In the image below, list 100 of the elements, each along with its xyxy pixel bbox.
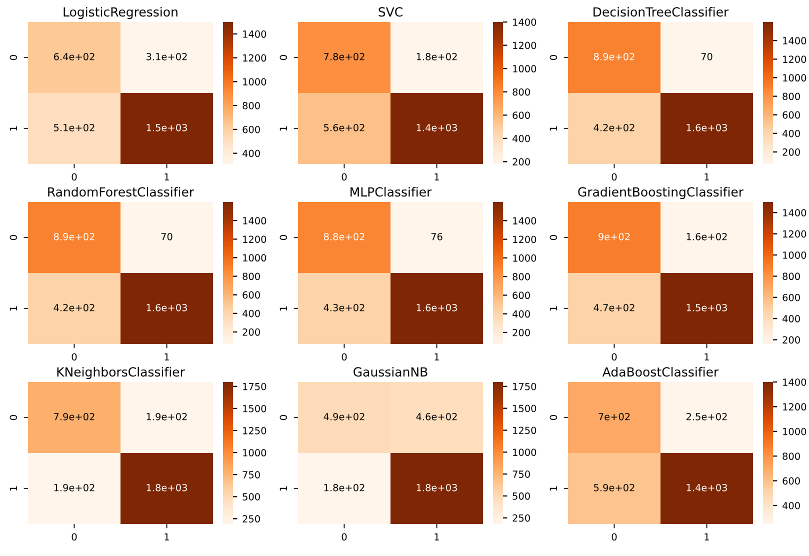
data-label: 1.8e+03 xyxy=(146,484,187,492)
data-label: 1.5e+03 xyxy=(146,124,187,132)
color-bar-label: 1200 xyxy=(513,236,536,244)
data-label: 8.9e+02 xyxy=(594,52,634,60)
color-bar-label: 500 xyxy=(242,493,260,500)
color-bar-label: 500 xyxy=(512,492,530,500)
data-label: 7.9e+02 xyxy=(54,412,94,420)
chart-title: GaussianNB xyxy=(354,366,428,377)
color-bar-label: 600 xyxy=(782,294,800,302)
color-bar-label: 1200 xyxy=(243,54,266,62)
color-bar-label: 1000 xyxy=(243,449,266,456)
x-tick-label: 1 xyxy=(164,533,169,540)
y-tick-label: 1 xyxy=(550,486,557,491)
chart-title: KNeighborsClassifier xyxy=(57,366,185,380)
color-bar-label: 400 xyxy=(782,502,800,510)
color-bar-label: 1750 xyxy=(513,382,536,390)
y-tick-label: 1 xyxy=(10,486,17,491)
color-bar-label: 200 xyxy=(512,158,530,166)
color-bar-label: 1500 xyxy=(243,404,266,412)
color-bar-label: 800 xyxy=(782,92,800,100)
color-bar-label: 800 xyxy=(782,272,800,280)
x-tick-label: 1 xyxy=(434,353,439,360)
color-bar-label: 400 xyxy=(782,315,800,322)
color-bar-label: 1000 xyxy=(513,448,536,456)
y-tick-label: 0 xyxy=(280,235,288,240)
y-tick-label: 0 xyxy=(550,415,558,420)
chart-title: GradientBoostingClassifier xyxy=(578,186,744,200)
data-label: 4.2e+02 xyxy=(54,304,94,312)
data-label: 1.9e+02 xyxy=(146,412,187,420)
color-bar-label: 400 xyxy=(242,150,260,158)
color-bar-label: 1400 xyxy=(513,18,536,26)
color-bar-label: 600 xyxy=(512,112,530,119)
data-label: 9e+02 xyxy=(598,232,630,240)
color-bar-label: 600 xyxy=(782,477,800,485)
data-label: 1.4e+03 xyxy=(686,484,727,492)
y-tick-label: 0 xyxy=(280,415,288,420)
y-tick-label: 0 xyxy=(10,55,18,60)
x-tick-label: 1 xyxy=(164,173,169,180)
color-bar-label: 1000 xyxy=(783,74,806,82)
data-label: 3.1e+02 xyxy=(146,52,187,60)
data-label: 4.9e+02 xyxy=(324,412,364,420)
data-label: 8.9e+02 xyxy=(54,232,94,240)
data-label: 4.6e+02 xyxy=(416,412,457,420)
color-bar-label: 1000 xyxy=(513,65,536,72)
color-bar-label: 1400 xyxy=(243,217,266,224)
color-bar-label: 1200 xyxy=(783,56,806,63)
chart-title: LogisticRegression xyxy=(64,6,178,20)
data-label: 1.6e+03 xyxy=(146,304,187,312)
color-bar-label: 1200 xyxy=(243,236,266,243)
color-bar-label: 1400 xyxy=(783,209,806,216)
y-tick-label: 0 xyxy=(550,235,558,240)
data-label: 1.5e+03 xyxy=(686,304,727,312)
data-label: 1.9e+02 xyxy=(54,484,94,492)
data-label: 5.6e+02 xyxy=(324,124,364,132)
color-bar-label: 1000 xyxy=(243,254,266,262)
color-bar-label: 1000 xyxy=(243,78,266,86)
x-tick-label: 0 xyxy=(612,173,617,181)
data-label: 1.4e+03 xyxy=(416,124,457,132)
color-bar-label: 800 xyxy=(512,273,530,280)
color-bar-label: 1750 xyxy=(243,382,266,390)
x-tick-label: 0 xyxy=(72,173,77,181)
data-label: 1.8e+02 xyxy=(416,52,457,60)
color-bar-label: 800 xyxy=(512,88,530,96)
x-tick-label: 0 xyxy=(612,353,617,361)
y-tick-label: 1 xyxy=(280,306,287,311)
color-bar-label: 400 xyxy=(782,130,800,138)
color-bar-label: 400 xyxy=(512,134,530,142)
chart-title: AdaBoostClassifier xyxy=(602,366,719,377)
y-tick-label: 0 xyxy=(10,235,18,240)
color-bar-label: 1400 xyxy=(513,217,536,224)
x-tick-label: 0 xyxy=(342,533,347,541)
color-bar-label: 600 xyxy=(512,292,530,300)
color-bar-label: 800 xyxy=(782,452,800,460)
color-bar-label: 400 xyxy=(242,310,260,318)
color-bar-label: 1400 xyxy=(783,378,806,386)
x-tick-label: 1 xyxy=(434,173,439,180)
x-tick-label: 0 xyxy=(342,173,347,181)
color-bar-label: 250 xyxy=(242,515,260,523)
data-label: 1.6e+03 xyxy=(686,124,727,132)
data-label: 5.1e+02 xyxy=(54,124,94,132)
color-bar-label: 200 xyxy=(782,148,800,156)
color-bar-label: 200 xyxy=(242,328,260,336)
color-bar-label: 600 xyxy=(242,126,260,134)
color-bar-label: 750 xyxy=(242,471,260,478)
x-tick-label: 1 xyxy=(164,353,169,360)
chart-title: MLPClassifier xyxy=(350,186,432,197)
data-label: 4.2e+02 xyxy=(594,124,634,132)
data-label: 2.5e+02 xyxy=(686,412,727,420)
color-bar-label: 1000 xyxy=(513,254,536,262)
color-bar-label: 1000 xyxy=(783,251,806,259)
data-label: 6.4e+02 xyxy=(54,52,94,60)
color-bar-label: 250 xyxy=(512,514,530,522)
x-tick-label: 1 xyxy=(704,353,709,360)
color-bar-label: 1000 xyxy=(783,428,806,436)
x-tick-label: 0 xyxy=(72,353,77,361)
color-bar-label: 800 xyxy=(242,272,260,280)
data-label: 76 xyxy=(431,232,442,240)
y-tick-label: 0 xyxy=(280,55,288,60)
color-bar-label: 1500 xyxy=(513,404,536,412)
color-bar-label: 200 xyxy=(512,328,530,336)
